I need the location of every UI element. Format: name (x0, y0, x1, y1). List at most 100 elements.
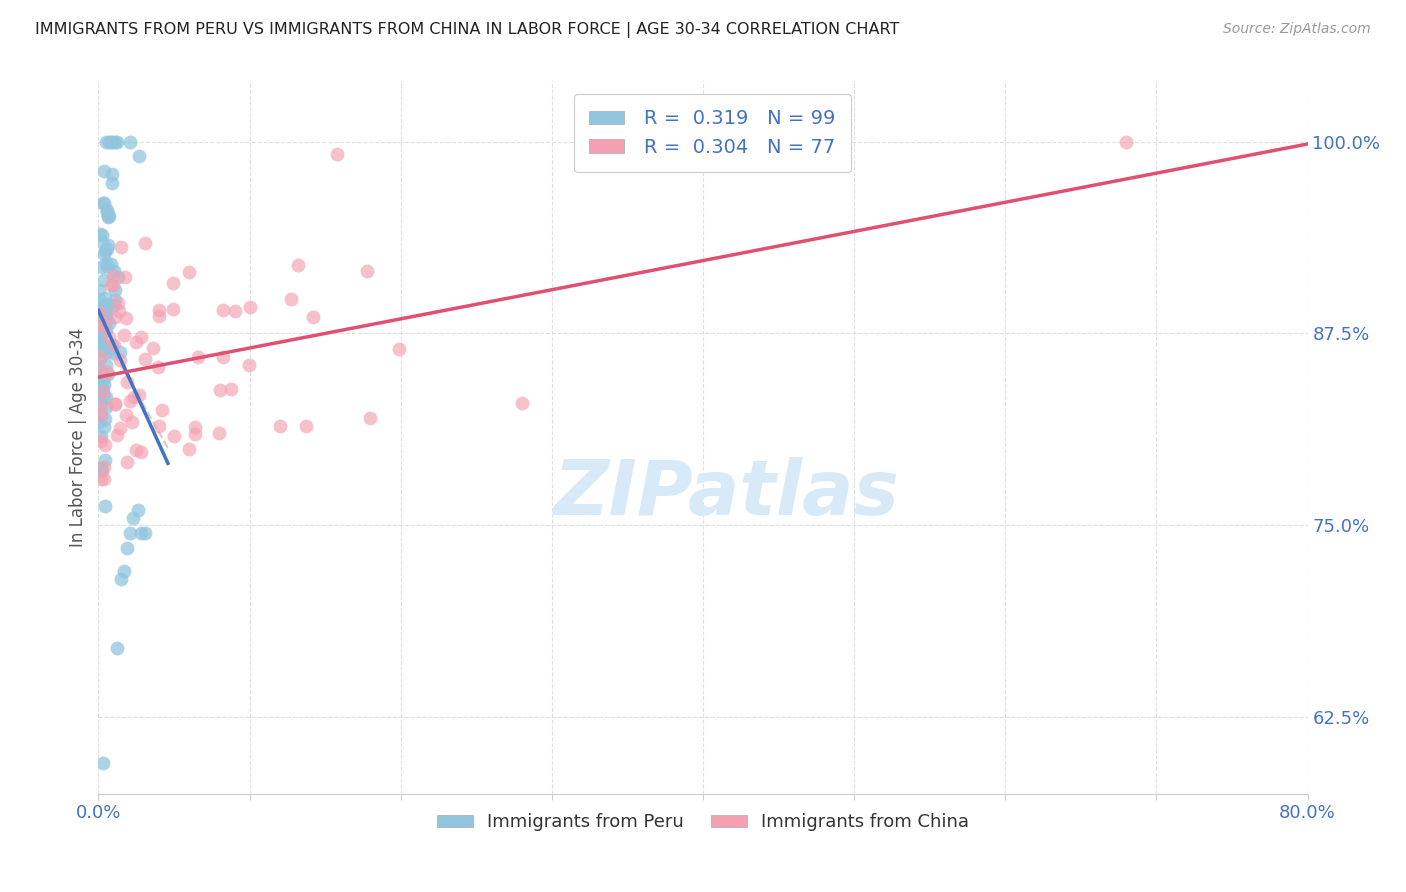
Point (107, 296, 129, 310)
Point (90, 461, 112, 475)
Point (91, 381, 114, 395)
Point (93, 340, 115, 354)
Point (162, 276, 184, 290)
Point (98, 317, 121, 331)
Point (89, 352, 111, 367)
Point (93, 247, 115, 261)
Point (93, 373, 115, 387)
Point (128, 388, 150, 402)
Point (103, 263, 125, 277)
Point (94, 306, 117, 320)
Point (96, 202, 118, 217)
Point (94, 135, 117, 149)
Point (356, 263, 378, 277)
Point (108, 352, 131, 367)
Point (96, 260, 118, 274)
Point (269, 418, 291, 433)
Point (114, 408, 136, 422)
Point (108, 304, 131, 318)
Point (184, 420, 207, 434)
Point (94, 453, 117, 467)
Point (184, 426, 207, 441)
Point (101, 278, 124, 293)
Point (104, 397, 127, 411)
Point (211, 350, 233, 364)
Point (100, 257, 122, 271)
Point (325, 146, 347, 161)
Point (96, 204, 118, 219)
Point (90, 434, 112, 448)
Point (129, 330, 152, 344)
Point (91, 756, 114, 771)
Point (125, 335, 148, 350)
Point (90, 319, 112, 334)
Point (94, 322, 117, 336)
Point (96, 296, 118, 310)
Point (104, 310, 127, 324)
Point (93, 164, 115, 178)
Point (96, 305, 118, 319)
Point (115, 455, 138, 469)
Point (121, 415, 143, 429)
Point (103, 298, 125, 312)
Point (94, 438, 117, 452)
Point (89, 227, 111, 241)
Point (89, 415, 111, 429)
Point (134, 351, 156, 366)
Point (90, 364, 112, 378)
Point (91, 384, 114, 399)
Point (280, 292, 302, 306)
Point (91, 388, 114, 402)
Point (127, 503, 149, 517)
Point (90, 472, 112, 486)
Point (105, 427, 128, 442)
Point (94, 310, 117, 325)
Point (224, 304, 246, 318)
Point (90, 260, 112, 275)
Point (128, 149, 150, 163)
Point (93, 420, 115, 434)
Point (90, 311, 112, 326)
Point (219, 382, 242, 396)
Point (101, 176, 124, 190)
Point (120, 526, 142, 541)
Point (110, 572, 132, 586)
Point (94, 244, 117, 258)
Y-axis label: In Labor Force | Age 30-34: In Labor Force | Age 30-34 (69, 327, 87, 547)
Point (94, 256, 117, 270)
Point (89, 314, 111, 328)
Point (90, 320, 112, 334)
Point (107, 269, 129, 284)
Point (89, 384, 111, 399)
Point (142, 341, 165, 355)
Point (90, 350, 112, 364)
Point (1115, 135, 1137, 149)
Point (91, 196, 114, 211)
Point (112, 565, 135, 579)
Point (120, 394, 142, 409)
Point (104, 283, 127, 297)
Point (90, 315, 112, 329)
Point (388, 343, 411, 357)
Point (114, 269, 136, 284)
Point (94, 358, 117, 372)
Point (179, 265, 201, 279)
Point (122, 510, 145, 524)
Point (91, 323, 114, 337)
Point (208, 426, 231, 441)
Point (93, 273, 115, 287)
Point (212, 302, 235, 317)
Point (91, 235, 114, 249)
Point (89, 429, 111, 443)
Point (90, 329, 112, 343)
Legend: Immigrants from Peru, Immigrants from China: Immigrants from Peru, Immigrants from Ch… (429, 806, 977, 838)
Text: Source: ZipAtlas.com: Source: ZipAtlas.com (1223, 22, 1371, 37)
Point (134, 526, 156, 541)
Point (115, 376, 138, 390)
Point (94, 400, 117, 414)
Point (91, 337, 114, 351)
Point (134, 236, 156, 251)
Point (162, 301, 184, 316)
Point (150, 402, 173, 417)
Point (148, 302, 170, 317)
